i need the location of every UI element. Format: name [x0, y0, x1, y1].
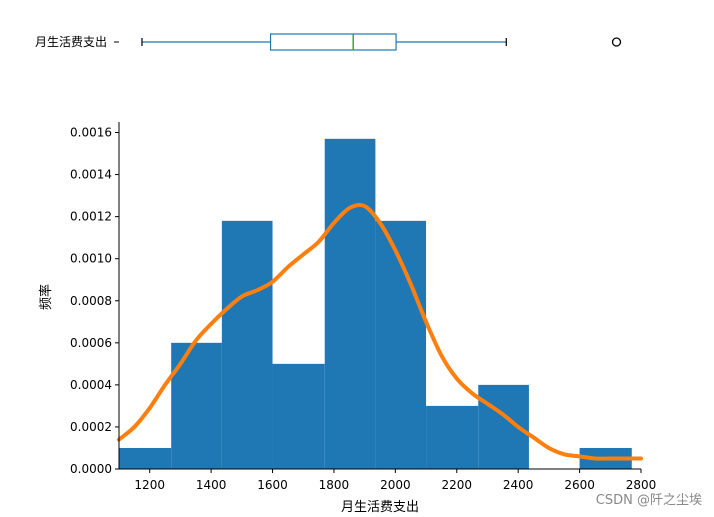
y-tick-label: 0.0010 [70, 252, 112, 266]
y-tick-label: 0.0012 [70, 210, 112, 224]
x-tick-label: 2600 [564, 478, 595, 492]
histogram-bar [221, 220, 273, 469]
y-tick-label: 0.0014 [70, 168, 112, 182]
y-tick-label: 0.0006 [70, 336, 112, 350]
x-tick-label: 1800 [319, 478, 350, 492]
boxplot-panel: 月生活费支出 [35, 33, 622, 51]
boxplot-outliers [611, 37, 622, 47]
y-axis-ticks: 0.0000 0.0002 0.0004 0.0006 0.0008 0.0010 0.00… [70, 126, 119, 476]
x-tick-label: 2400 [503, 478, 534, 492]
y-tick-label: 0.0016 [70, 126, 112, 140]
histogram-bar [324, 138, 376, 469]
y-tick-label: 0.0000 [70, 462, 112, 476]
x-tick-label: 2800 [626, 478, 657, 492]
x-tick-label: 2200 [441, 478, 472, 492]
x-tick-label: 1200 [134, 478, 165, 492]
histogram-bars [119, 138, 632, 469]
kde-curve [117, 202, 643, 461]
x-axis-ticks: 1200 1400 1600 1800 2000 2200 2400 2600 2800 [134, 469, 656, 492]
boxplot-box [269, 33, 397, 51]
boxplot-outlier [611, 37, 622, 47]
y-tick-label: 0.0004 [70, 378, 112, 392]
y-axis-title: 频率 [38, 284, 54, 310]
x-tick-label: 2000 [380, 478, 411, 492]
histogram-bar [426, 405, 479, 469]
histogram-panel: 1200 1400 1600 1800 2000 2200 2400 2600 2800 0.0… [38, 122, 656, 515]
y-tick-label: 0.0002 [70, 420, 112, 434]
boxplot-category-label: 月生活费支出 [35, 35, 107, 49]
histogram-bar [171, 342, 222, 469]
watermark: CSDN @阡之尘埃 [596, 493, 702, 508]
y-tick-label: 0.0008 [70, 294, 112, 308]
histogram-bar [119, 447, 172, 469]
x-tick-label: 1400 [196, 478, 227, 492]
histogram-bar [272, 363, 325, 469]
x-tick-label: 1600 [257, 478, 288, 492]
x-axis-title: 月生活费支出 [341, 500, 419, 515]
